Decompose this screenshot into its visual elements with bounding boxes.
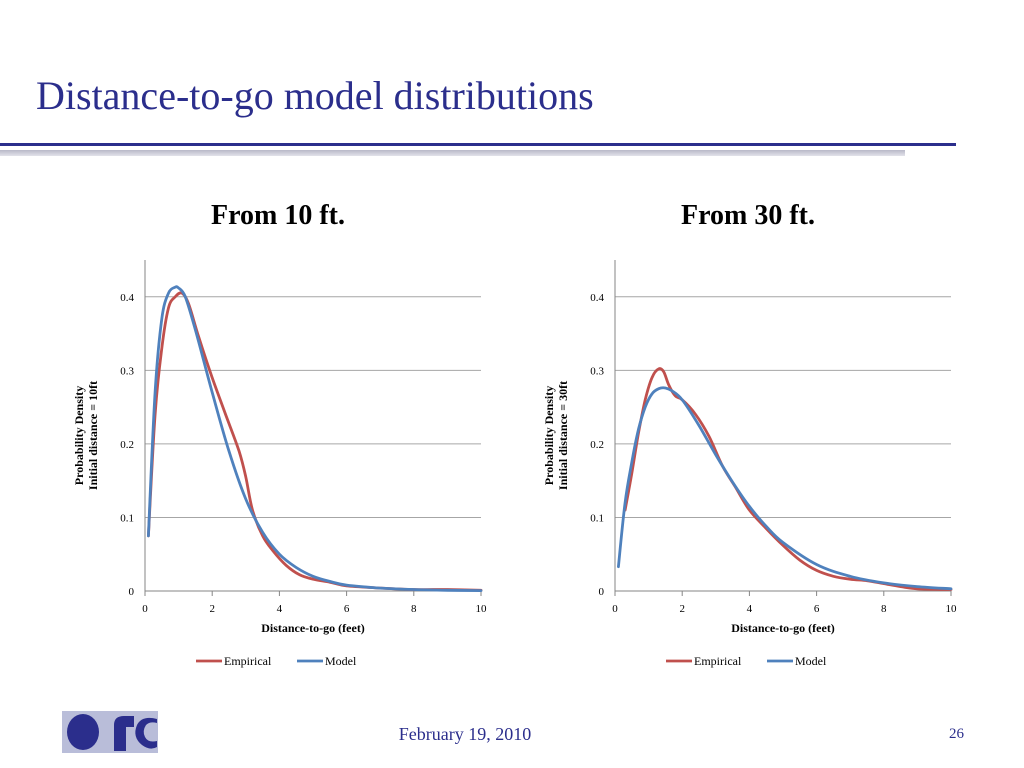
y-tick-label: 0.1: [590, 512, 604, 524]
y-tick-label: 0: [599, 586, 605, 598]
chart-title-30ft: From 30 ft.: [630, 200, 866, 232]
legend-label-empirical: Empirical: [224, 654, 272, 668]
y-axis-label: Initial distance = 30ft: [556, 381, 570, 490]
chart-30ft: 0 0.1 0.2 0.3 0.4 0 2 4 6 8 10 Distance-to-go (feet…: [530, 245, 970, 685]
y-tick-label: 0.3: [590, 365, 604, 377]
title-rule-dark: [0, 143, 956, 146]
x-tick-label: 0: [142, 603, 148, 615]
x-tick-label: 2: [679, 603, 685, 615]
y-axis-label: Initial distance = 10ft: [86, 381, 100, 490]
legend-label-model: Model: [795, 654, 827, 668]
x-tick-label: 10: [946, 603, 958, 615]
y-tick-label: 0.1: [120, 512, 134, 524]
series-line-model: [618, 388, 951, 589]
y-tick-label: 0.2: [590, 439, 604, 451]
y-tick-label: 0.3: [120, 365, 134, 377]
x-tick-label: 8: [411, 603, 417, 615]
x-tick-label: 4: [277, 603, 283, 615]
y-tick-label: 0.4: [120, 292, 134, 304]
x-tick-label: 0: [612, 603, 618, 615]
y-tick-label: 0.2: [120, 439, 134, 451]
x-axis-label: Distance-to-go (feet): [261, 621, 365, 635]
slide-title: Distance-to-go model distributions: [36, 72, 594, 119]
y-tick-label: 0: [129, 586, 135, 598]
x-axis-label: Distance-to-go (feet): [731, 621, 835, 635]
footer-date: February 19, 2010: [372, 724, 558, 745]
x-tick-label: 4: [747, 603, 753, 615]
organization-logo-icon: [62, 711, 158, 753]
legend-label-model: Model: [325, 654, 357, 668]
x-tick-label: 10: [476, 603, 488, 615]
title-rule-shadow: [0, 150, 905, 156]
x-tick-label: 6: [344, 603, 350, 615]
legend-label-empirical: Empirical: [694, 654, 742, 668]
y-tick-label: 0.4: [590, 292, 604, 304]
y-axis-label: Probability Density: [542, 386, 556, 485]
page-number: 26: [920, 726, 964, 743]
chart-title-10ft: From 10 ft.: [160, 200, 396, 232]
x-tick-label: 6: [814, 603, 820, 615]
chart-10ft: 0 0.1 0.2 0.3 0.4 0 2 4 6 8 10 Distance-to-go (feet…: [60, 245, 500, 685]
x-tick-label: 2: [209, 603, 215, 615]
y-axis-label: Probability Density: [72, 386, 86, 485]
x-tick-label: 8: [881, 603, 887, 615]
series-line-empirical: [625, 369, 951, 590]
